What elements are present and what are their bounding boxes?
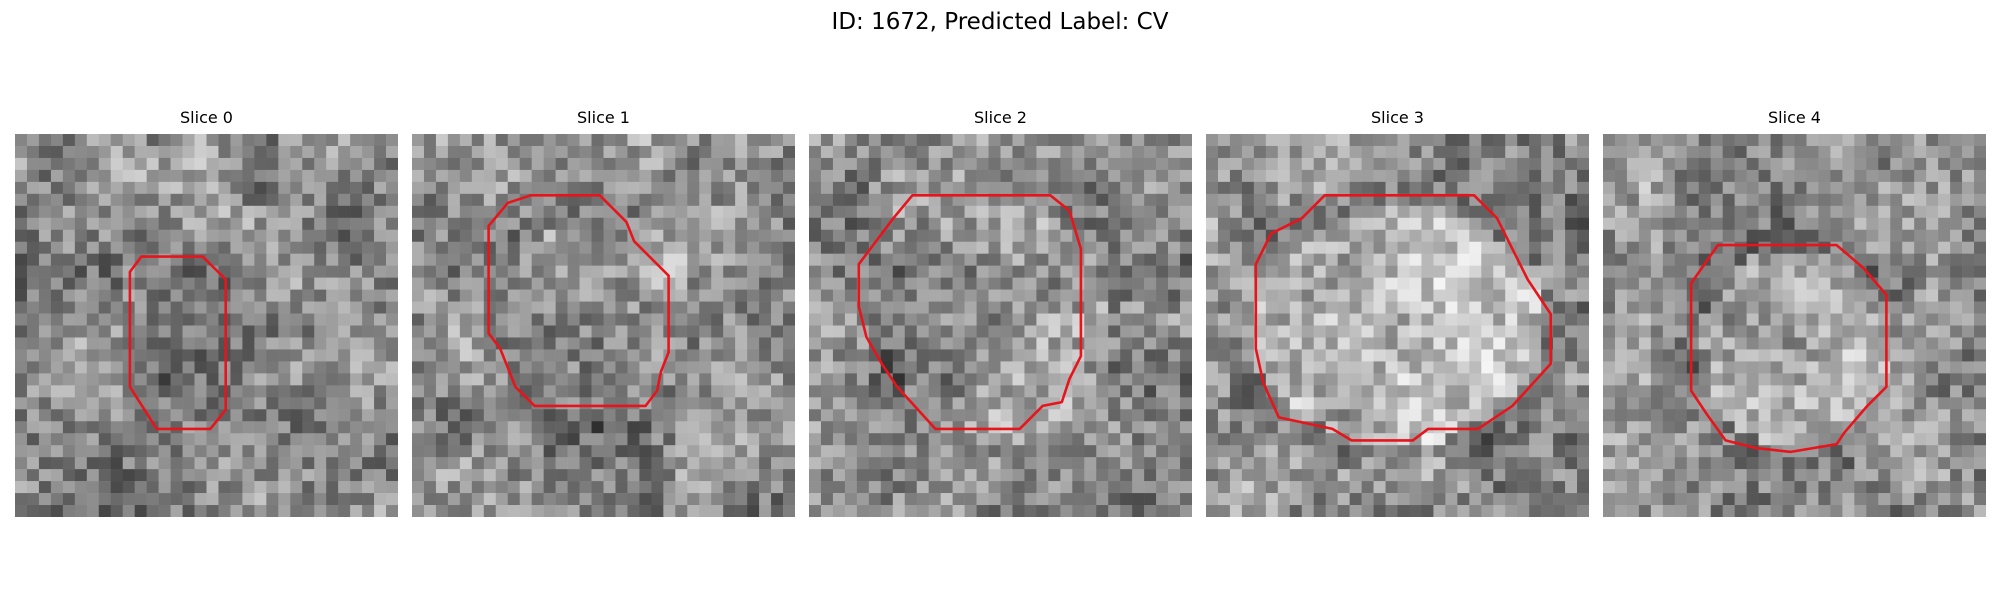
pixel-grid xyxy=(809,134,1192,517)
pixel-grid xyxy=(15,134,398,517)
slice-title: Slice 0 xyxy=(180,108,233,127)
pixel-grid xyxy=(1206,134,1589,517)
segmentation-contour xyxy=(487,193,670,408)
segmentation-contour xyxy=(857,193,1083,431)
pixel-grid xyxy=(1603,134,1986,517)
slice-image xyxy=(1603,134,1986,517)
slice-image xyxy=(412,134,795,517)
slice-panel-4: Slice 4 xyxy=(1603,108,1986,517)
slice-image xyxy=(15,134,398,517)
slice-title: Slice 4 xyxy=(1768,108,1821,127)
figure-title: ID: 1672, Predicted Label: CV xyxy=(831,9,1169,35)
segmentation-contour xyxy=(1689,243,1888,454)
slice-panel-3: Slice 3 xyxy=(1206,108,1589,517)
slice-title: Slice 1 xyxy=(577,108,630,127)
segmentation-contour xyxy=(128,255,227,431)
pixel-grid xyxy=(412,134,795,517)
slice-title: Slice 2 xyxy=(974,108,1027,127)
slice-image xyxy=(809,134,1192,517)
slice-title: Slice 3 xyxy=(1371,108,1424,127)
slice-panel-2: Slice 2 xyxy=(809,108,1192,517)
slice-panel-0: Slice 0 xyxy=(15,108,398,517)
segmentation-contour xyxy=(1254,193,1553,442)
slice-image xyxy=(1206,134,1589,517)
slice-panel-1: Slice 1 xyxy=(412,108,795,517)
